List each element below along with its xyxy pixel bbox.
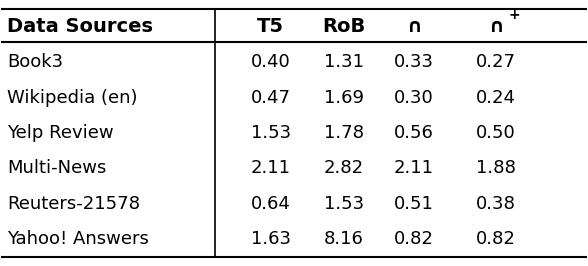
Text: 1.69: 1.69: [324, 89, 364, 107]
Text: Wikipedia (en): Wikipedia (en): [7, 89, 138, 107]
Text: 1.63: 1.63: [250, 230, 290, 248]
Text: 1.31: 1.31: [324, 53, 364, 71]
Text: 0.24: 0.24: [476, 89, 516, 107]
Text: 0.38: 0.38: [476, 195, 516, 213]
Text: 0.27: 0.27: [476, 53, 516, 71]
Text: 0.82: 0.82: [394, 230, 434, 248]
Text: 0.30: 0.30: [394, 89, 434, 107]
Text: 0.82: 0.82: [476, 230, 516, 248]
Text: 8.16: 8.16: [324, 230, 364, 248]
Text: Multi-News: Multi-News: [7, 159, 106, 177]
Text: 1.78: 1.78: [324, 124, 364, 142]
Text: Yelp Review: Yelp Review: [7, 124, 114, 142]
Text: RoB: RoB: [322, 18, 365, 36]
Text: 1.53: 1.53: [250, 124, 290, 142]
Text: 1.88: 1.88: [476, 159, 516, 177]
Text: Yahoo! Answers: Yahoo! Answers: [7, 230, 149, 248]
Text: ∩: ∩: [488, 18, 504, 36]
Text: +: +: [509, 8, 520, 22]
Text: 0.51: 0.51: [394, 195, 434, 213]
Text: 0.40: 0.40: [250, 53, 290, 71]
Text: Reuters-21578: Reuters-21578: [7, 195, 141, 213]
Text: 2.11: 2.11: [250, 159, 290, 177]
Text: Data Sources: Data Sources: [7, 18, 153, 36]
Text: 2.82: 2.82: [323, 159, 364, 177]
Text: 0.64: 0.64: [250, 195, 290, 213]
Text: Book3: Book3: [7, 53, 64, 71]
Text: ∩: ∩: [406, 18, 422, 36]
Text: 0.56: 0.56: [394, 124, 434, 142]
Text: 2.11: 2.11: [394, 159, 434, 177]
Text: 0.47: 0.47: [250, 89, 290, 107]
Text: 0.33: 0.33: [394, 53, 434, 71]
Text: 1.53: 1.53: [323, 195, 364, 213]
Text: T5: T5: [257, 18, 284, 36]
Text: 0.50: 0.50: [476, 124, 516, 142]
